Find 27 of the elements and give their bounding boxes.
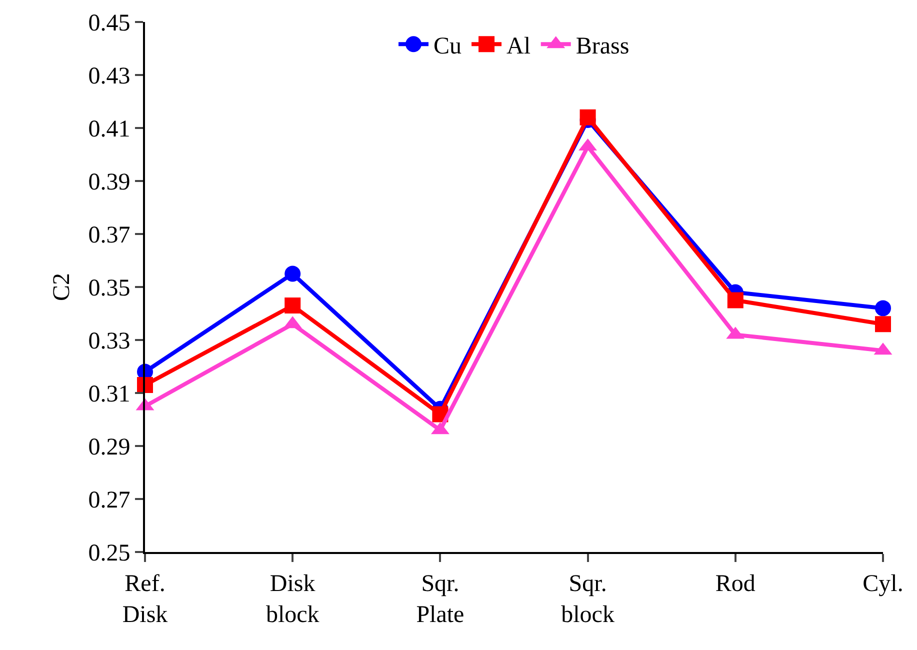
y-tick-label: 0.45 (88, 10, 130, 36)
point (284, 298, 301, 314)
point (580, 109, 596, 126)
y-tick-label: 0.39 (88, 169, 130, 196)
point (727, 292, 744, 308)
y-tick-label: 0.25 (88, 540, 130, 566)
x-tick-label: Sqr. Plate (416, 570, 464, 628)
y-tick-label: 0.29 (88, 434, 130, 460)
x-tick-label: Ref. Disk (122, 570, 168, 628)
point (284, 266, 301, 282)
y-tick-label: 0.33 (88, 328, 130, 354)
x-tick-label: Cyl. (862, 570, 904, 597)
x-tick-label: Disk block (266, 570, 320, 628)
y-axis-title: C2 (48, 272, 75, 302)
y-tick-label: 0.43 (88, 63, 130, 90)
legend-label: Al (506, 33, 531, 60)
y-tick-label: 0.27 (88, 487, 130, 514)
y-tick-label: 0.35 (88, 275, 130, 302)
x-tick-label: Sqr. block (561, 570, 614, 628)
y-tick-label: 0.31 (88, 381, 130, 408)
legend-label: Cu (434, 33, 462, 60)
y-tick-label: 0.41 (88, 116, 130, 142)
legend-label: Brass (576, 33, 630, 60)
y-tick-label: 0.37 (88, 222, 130, 248)
point (875, 300, 891, 316)
point (875, 316, 891, 332)
x-tick-label: Rod (715, 570, 756, 597)
